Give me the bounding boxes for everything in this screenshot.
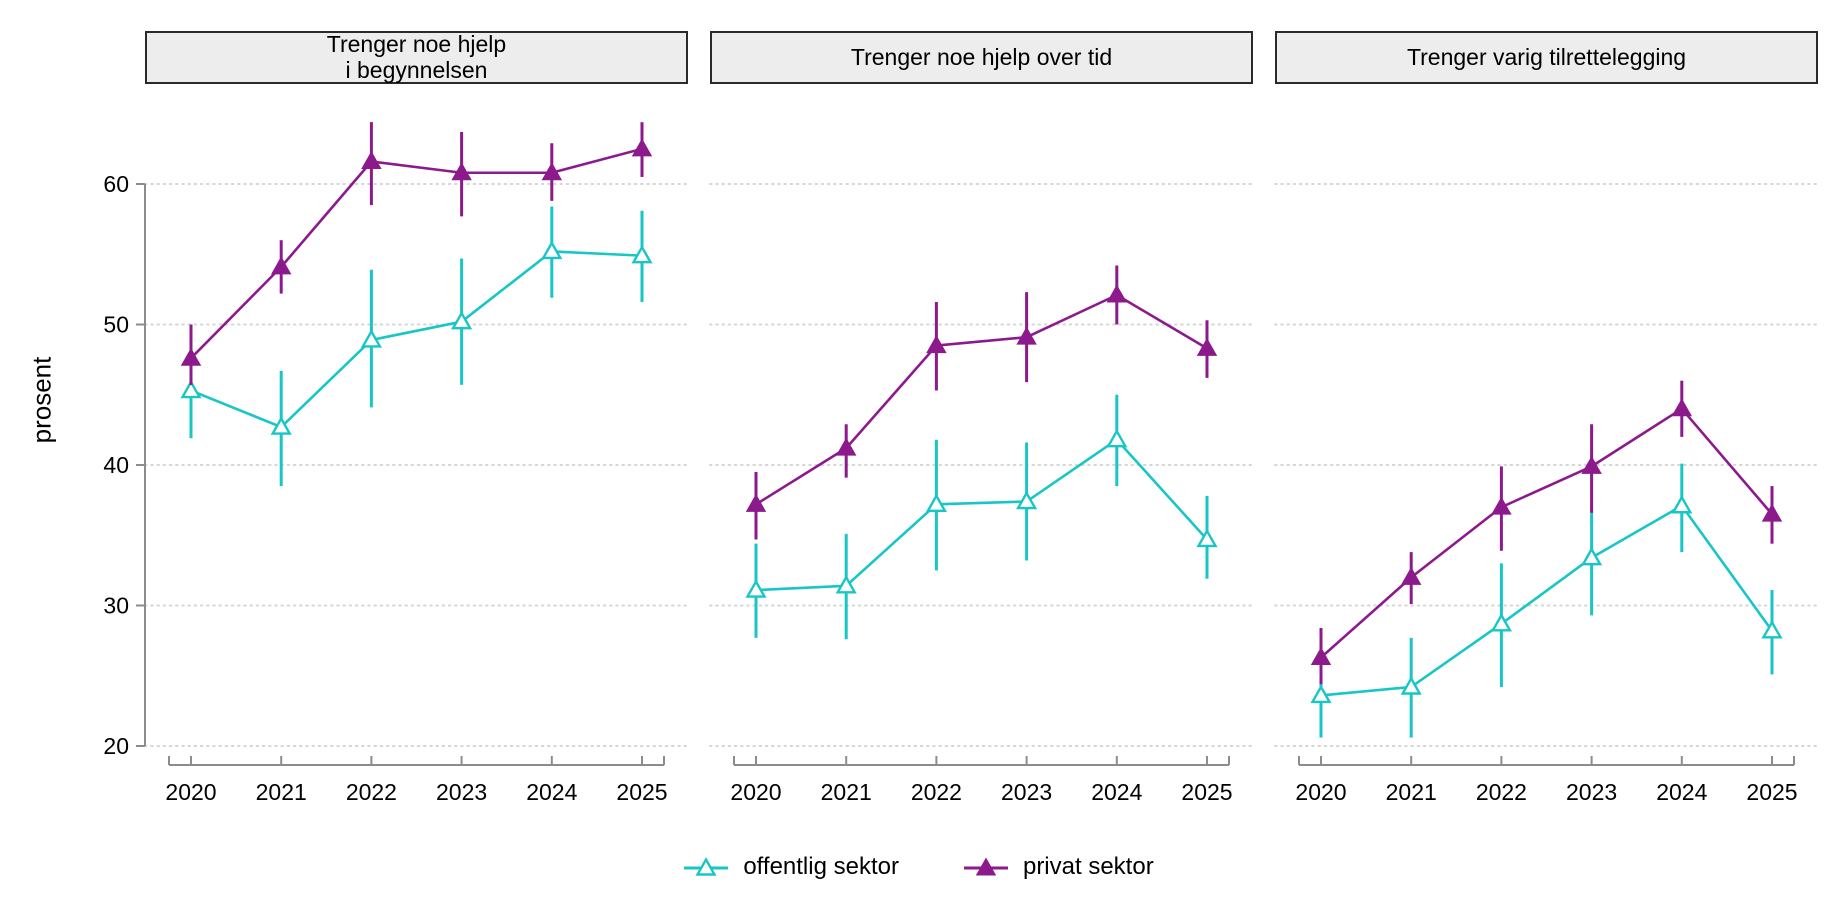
filled-triangle-marker	[1106, 284, 1128, 303]
legend-label: privat sektor	[1022, 853, 1154, 880]
open-triangle-marker	[695, 857, 717, 876]
x-tick-label: 2025	[616, 779, 667, 805]
facet-panel: 2020 2021 2022 2023 2024 2025	[1274, 183, 1819, 805]
legend: offentlig sektor privat sektor	[0, 842, 1837, 892]
x-tick-label: 2023	[436, 779, 487, 805]
legend-key-glyph	[684, 857, 729, 876]
open-triangle-marker	[1761, 619, 1783, 639]
filled-triangle-marker	[631, 138, 653, 157]
x-tick-label: 2023	[1566, 779, 1617, 805]
facet-title: Trenger noe hjelp over tid	[850, 43, 1113, 70]
open-triangle-marker	[745, 579, 767, 598]
series-line	[755, 438, 1208, 592]
filled-triangle-marker	[180, 347, 202, 366]
x-tick-label: 2022	[346, 779, 397, 805]
open-triangle-marker	[1310, 684, 1332, 704]
open-triangle-marker	[180, 379, 202, 399]
filled-triangle-marker	[270, 256, 292, 275]
open-triangle-marker	[360, 329, 382, 348]
offentlig-sektor-key-icon	[683, 854, 729, 880]
open-triangle-marker	[1196, 528, 1218, 548]
filled-triangle-marker	[1671, 398, 1693, 417]
x-tick-label: 2025	[1181, 779, 1232, 805]
open-triangle-marker	[270, 416, 292, 435]
filled-triangle-marker	[1581, 455, 1602, 474]
y-tick-label: 60	[103, 171, 129, 197]
open-triangle-marker	[1016, 490, 1038, 510]
x-tick-label: 2020	[730, 779, 781, 805]
filled-triangle-marker	[1196, 337, 1218, 356]
open-triangle-marker	[835, 574, 857, 594]
y-tick-label: 30	[103, 593, 129, 619]
series-line	[190, 250, 643, 429]
x-tick-label: 2020	[165, 779, 216, 805]
filled-triangle-marker	[1400, 566, 1422, 585]
x-tick-label: 2022	[1476, 779, 1527, 805]
open-triangle-marker	[1581, 546, 1603, 566]
open-triangle-marker	[541, 240, 563, 260]
x-tick-label: 2022	[911, 779, 962, 805]
facet-panel: 20 30 40 50 60 2020 2021 2022 2023 2024 2025	[103, 122, 689, 805]
x-tick-label: 2021	[821, 779, 872, 805]
open-triangle-marker	[1490, 612, 1512, 632]
y-tick-label: 50	[103, 312, 129, 338]
series-line	[190, 147, 643, 360]
filled-triangle-marker	[975, 857, 997, 876]
open-triangle-marker	[1671, 494, 1693, 514]
filled-triangle-marker	[1016, 326, 1037, 345]
y-axis-title: prosent	[26, 356, 57, 444]
privat-sektor-key-icon	[963, 854, 1009, 880]
x-tick-label: 2021	[256, 779, 307, 805]
open-triangle-marker	[1106, 428, 1128, 448]
x-tick-label: 2020	[1295, 779, 1346, 805]
x-tick-label: 2021	[1386, 779, 1437, 805]
filled-triangle-marker	[451, 162, 472, 181]
facet-header-begynnelsen: Trenger noe hjelp i begynnelsen	[145, 31, 688, 84]
series-line	[1320, 407, 1773, 659]
filled-triangle-marker	[1491, 496, 1512, 515]
open-triangle-marker	[631, 244, 653, 264]
series-line	[755, 293, 1208, 506]
filled-triangle-marker	[926, 335, 947, 354]
open-triangle-marker	[1400, 676, 1422, 695]
facet-panel: 2020 2021 2022 2023 2024 2025	[709, 183, 1254, 805]
legend-key-glyph	[963, 857, 1008, 876]
x-tick-label: 2024	[526, 779, 577, 805]
filled-triangle-marker	[541, 162, 563, 181]
series-line	[1320, 504, 1774, 697]
open-triangle-marker	[451, 310, 473, 330]
legend-item-privat: privat sektor	[963, 853, 1154, 881]
filled-triangle-marker	[1761, 503, 1783, 522]
legend-item-offentlig: offentlig sektor	[683, 853, 899, 881]
x-tick-label: 2025	[1746, 779, 1797, 805]
open-triangle-marker	[925, 493, 947, 513]
y-tick-label: 40	[103, 452, 129, 478]
x-tick-label: 2023	[1001, 779, 1052, 805]
facet-title: Trenger varig tilrettelegging	[1406, 43, 1687, 70]
filled-triangle-marker	[745, 493, 767, 512]
filled-triangle-marker	[1310, 646, 1332, 665]
facet-header-over-tid: Trenger noe hjelp over tid	[710, 31, 1253, 84]
filled-triangle-marker	[835, 437, 857, 456]
facet-header-varig: Trenger varig tilrettelegging	[1275, 31, 1818, 84]
facet-title: Trenger noe hjelp i begynnelsen	[326, 30, 507, 83]
filled-triangle-marker	[361, 150, 382, 170]
y-tick-label: 20	[103, 733, 129, 759]
legend-label: offentlig sektor	[743, 853, 899, 880]
x-tick-label: 2024	[1091, 779, 1142, 805]
x-tick-label: 2024	[1656, 779, 1707, 805]
